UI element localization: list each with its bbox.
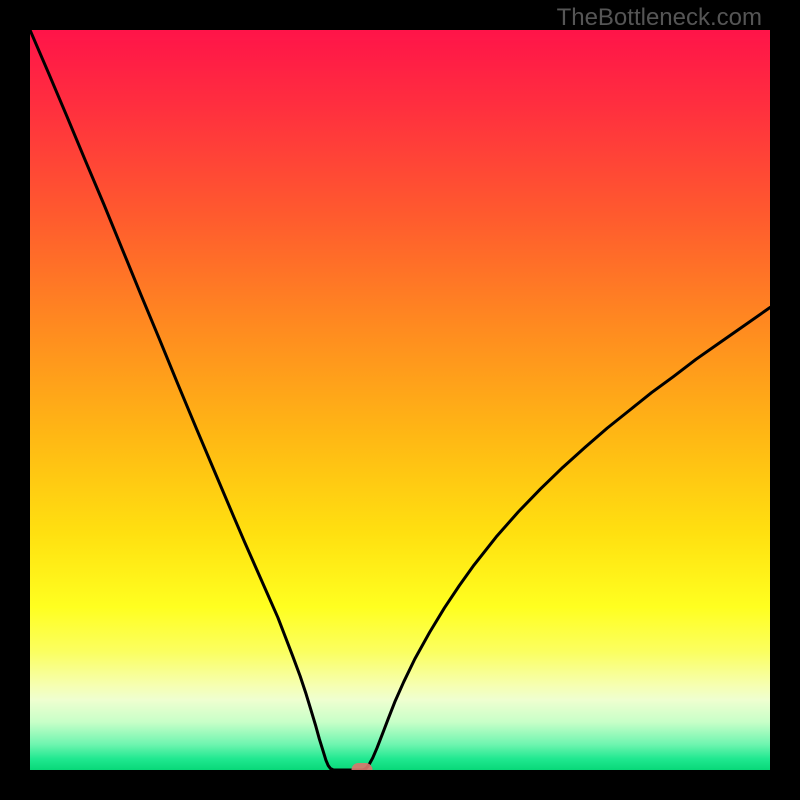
watermark-text: TheBottleneck.com <box>557 4 762 32</box>
chart-container: TheBottleneck.com <box>0 0 800 800</box>
chart-frame <box>0 0 800 800</box>
